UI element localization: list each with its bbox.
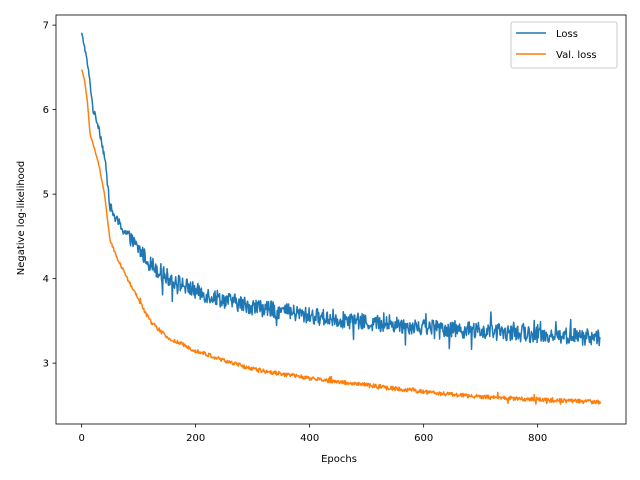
y-axis-label: Negative log-likelihood — [16, 161, 27, 276]
series-layer — [80, 32, 602, 405]
y-tick-label: 7 — [43, 21, 49, 32]
y-tick-label: 6 — [43, 105, 49, 116]
x-tick-label: 0 — [78, 433, 84, 444]
x-tick-label: 400 — [300, 433, 319, 444]
series-line-val-loss — [80, 69, 602, 405]
x-tick-label: 800 — [528, 433, 547, 444]
x-tick-label: 200 — [186, 433, 205, 444]
legend-label-loss: Loss — [556, 29, 578, 40]
y-tick-label: 5 — [43, 190, 49, 201]
x-tick-label: 600 — [414, 433, 433, 444]
axes-layer: 0 200 400 600 800 3 4 5 6 7 — [43, 14, 627, 444]
plot-frame — [55, 14, 627, 425]
legend: Loss Val. loss — [510, 21, 618, 69]
y-tick-label: 4 — [43, 274, 49, 285]
y-tick-label: 3 — [43, 359, 49, 370]
series-line-loss — [80, 32, 601, 351]
x-axis-label: Epochs — [321, 454, 357, 465]
legend-label-val-loss: Val. loss — [556, 50, 597, 61]
